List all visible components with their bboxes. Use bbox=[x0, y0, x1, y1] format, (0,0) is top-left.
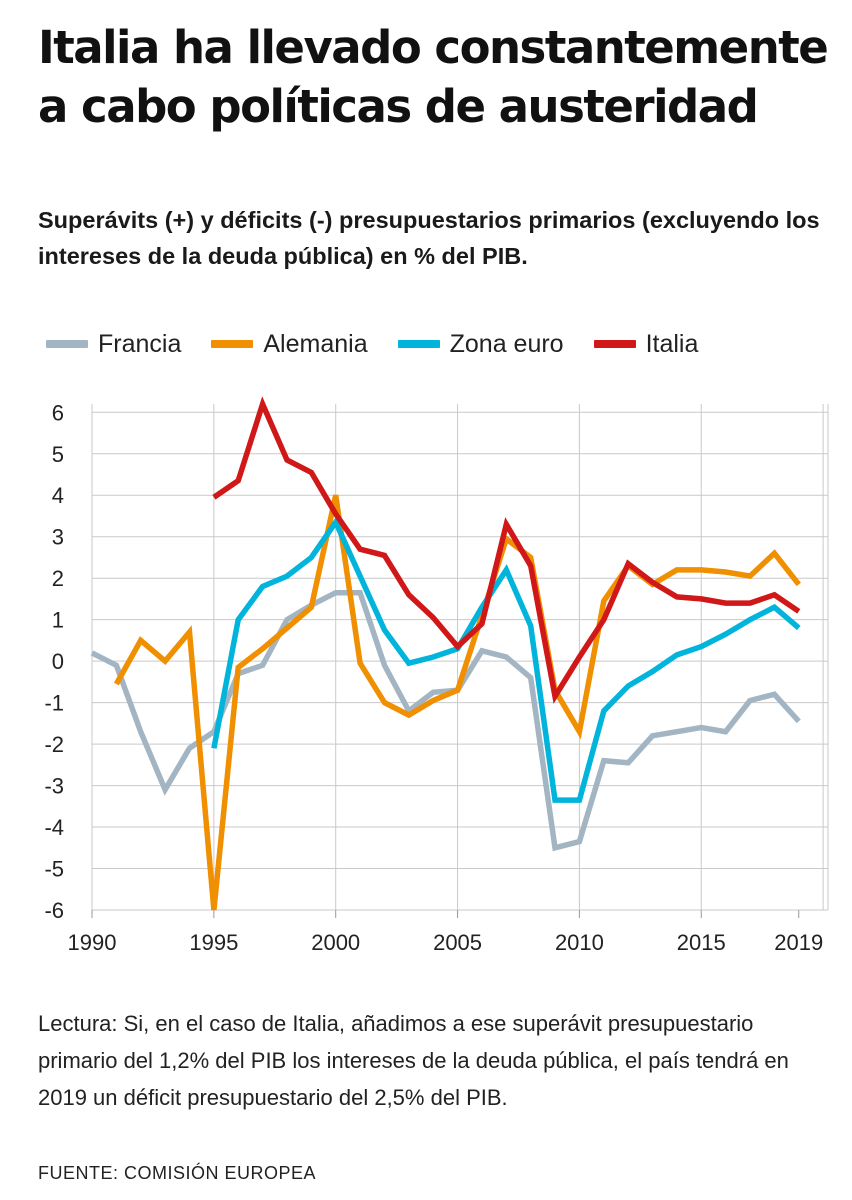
x-tick-label: 2019 bbox=[774, 930, 823, 955]
y-tick-label: -1 bbox=[44, 691, 64, 716]
legend-label-francia: Francia bbox=[98, 329, 182, 358]
y-tick-label: -4 bbox=[44, 815, 64, 840]
reading-note: Lectura: Si, en el caso de Italia, añadi… bbox=[38, 1011, 789, 1110]
legend-item-zona-euro: Zona euro bbox=[397, 329, 564, 359]
legend-label-alemania: Alemania bbox=[263, 329, 368, 358]
series-line-italia bbox=[212, 396, 801, 704]
legend-item-francia: Francia bbox=[46, 330, 181, 359]
legend-label-zona-euro: Zona euro bbox=[449, 329, 564, 358]
legend-item-italia: Italia bbox=[593, 329, 699, 359]
y-tick-label: 6 bbox=[52, 400, 64, 425]
x-tick-label: 2005 bbox=[433, 930, 482, 955]
page-subtitle: Superávits (+) y déficits (-) presupuest… bbox=[38, 207, 820, 269]
y-tick-label: 4 bbox=[52, 483, 64, 508]
page-title: Italia ha llevado constantemente a cabo … bbox=[38, 21, 829, 133]
legend-swatch-zona-euro bbox=[397, 340, 440, 348]
y-tick-label: 2 bbox=[52, 566, 64, 591]
y-tick-label: 3 bbox=[52, 525, 64, 550]
legend-swatch-francia bbox=[46, 340, 88, 348]
x-tick-label: 2015 bbox=[677, 930, 726, 955]
y-tick-label: -5 bbox=[44, 857, 64, 882]
x-tick-label: 2010 bbox=[555, 930, 604, 955]
series-line-francia bbox=[90, 589, 801, 852]
legend-label-italia: Italia bbox=[645, 329, 699, 358]
legend-swatch-italia bbox=[593, 340, 636, 348]
x-tick-label: 1995 bbox=[189, 930, 238, 955]
y-tick-label: 5 bbox=[52, 442, 64, 467]
legend-swatch-alemania bbox=[211, 340, 254, 348]
y-tick-label: -2 bbox=[44, 732, 64, 757]
source-credit: FUENTE: COMISIÓN EUROPEA bbox=[38, 1163, 317, 1183]
x-tick-label: 2000 bbox=[311, 930, 360, 955]
series-line-alemania bbox=[113, 494, 801, 911]
series-line-zona-euro bbox=[211, 516, 801, 803]
chart-legend: Francia Alemania Zona euro Italia bbox=[46, 327, 728, 361]
y-tick-label: -6 bbox=[44, 898, 64, 923]
y-tick-label: -3 bbox=[44, 774, 64, 799]
legend-item-alemania: Alemania bbox=[211, 329, 368, 359]
x-tick-label: 1990 bbox=[68, 930, 117, 955]
y-tick-label: 0 bbox=[52, 649, 64, 674]
y-tick-label: 1 bbox=[52, 608, 64, 633]
